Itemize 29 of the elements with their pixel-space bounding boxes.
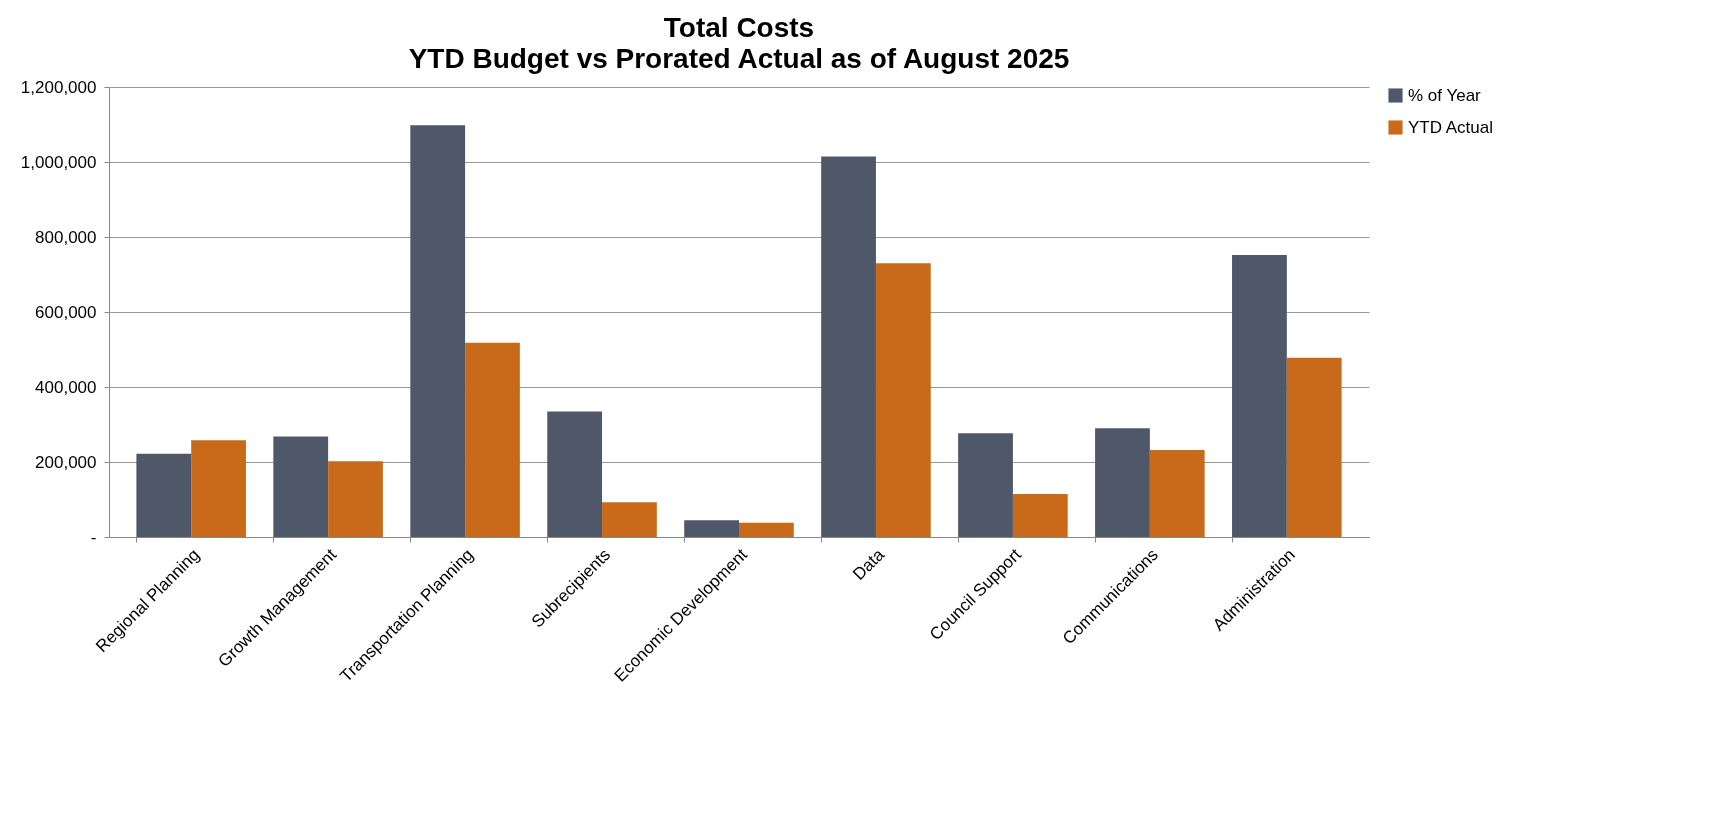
bar [958,433,1013,537]
legend-label: % of Year [1408,85,1482,105]
bar [739,522,794,537]
bar [875,263,931,537]
y-tick-label: 600,000 [35,302,97,322]
bar [602,502,657,537]
y-tick-label: 200,000 [35,452,97,472]
bar [1095,428,1150,537]
bar [1286,357,1342,537]
y-tick-label: 400,000 [35,377,97,397]
y-tick-label: 1,000,000 [20,152,97,172]
legend-label: YTD Actual [1408,117,1494,137]
bar [821,156,876,537]
bar [136,453,192,537]
chart-title: Total Costs [663,12,815,43]
bar [1232,255,1287,537]
y-tick-label: 1,200,000 [20,77,97,97]
bar [684,520,739,537]
y-tick-label: 800,000 [35,227,97,247]
bar [328,461,383,537]
bar [1012,493,1068,537]
y-tick-label: - [90,527,97,547]
bar [1149,450,1205,537]
bar [410,125,466,537]
bar [465,342,520,537]
bar [191,440,246,537]
bar [547,411,603,537]
chart-subtitle: YTD Budget vs Prorated Actual as of August 2025 [408,43,1070,74]
bar [273,436,329,537]
